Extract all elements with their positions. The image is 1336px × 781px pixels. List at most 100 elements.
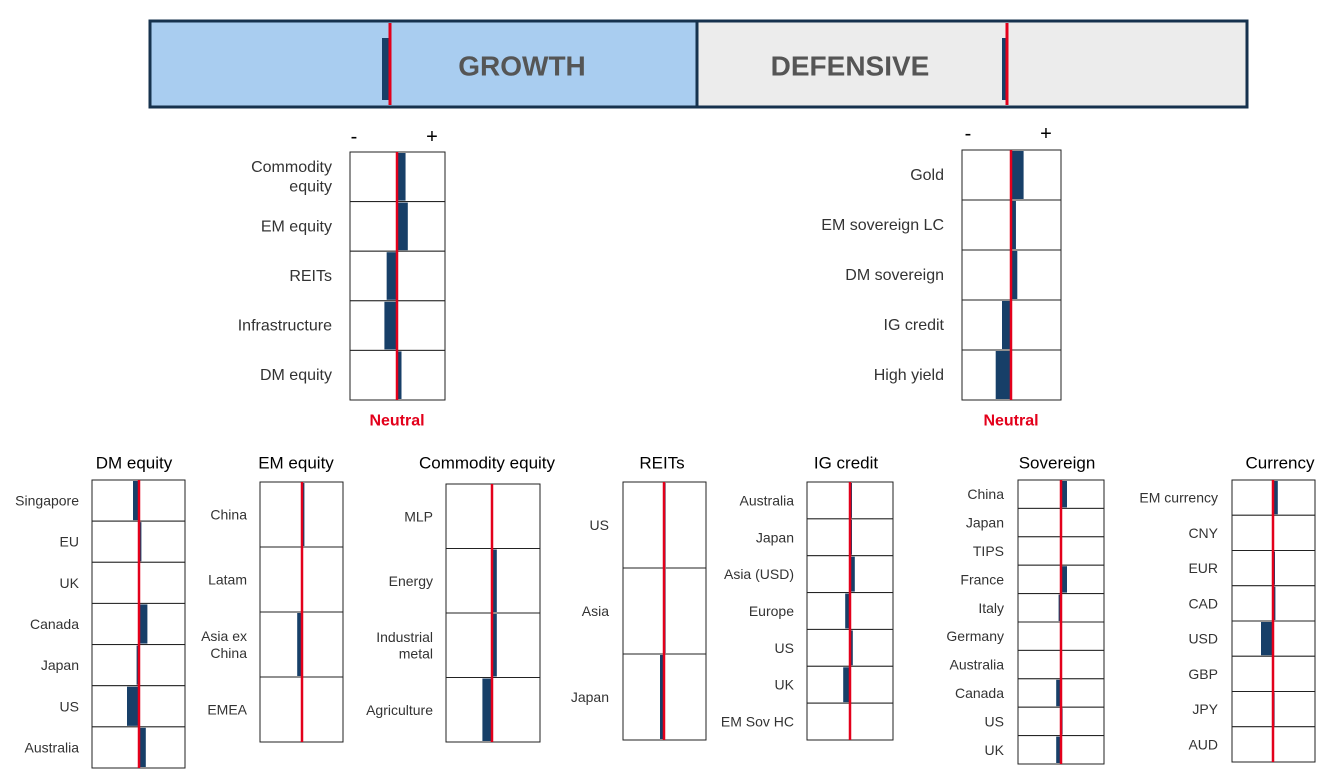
reits-panel-title: REITs bbox=[639, 454, 684, 473]
ig-credit-bar-europe bbox=[845, 593, 850, 629]
regime-defensive-tilt-bar bbox=[1002, 38, 1007, 100]
currency-label-gbp: GBP bbox=[1188, 666, 1218, 682]
ig-credit-bar-us bbox=[850, 630, 853, 666]
commodity-equity-panel-title: Commodity equity bbox=[419, 454, 556, 473]
commodity-equity-bar-energy bbox=[492, 549, 497, 612]
commodity-equity-label-agriculture: Agriculture bbox=[366, 702, 433, 718]
sovereign-bar-france bbox=[1061, 566, 1067, 593]
ig-credit-bar-uk bbox=[843, 667, 850, 703]
defensive-label-gold: Gold bbox=[910, 167, 944, 184]
currency-bar-usd bbox=[1261, 622, 1273, 656]
growth-label-dm-equity: DM equity bbox=[260, 367, 332, 384]
sovereign-bar-canada bbox=[1056, 679, 1061, 707]
em-equity-label-latam: Latam bbox=[208, 572, 247, 588]
sovereign-label-italy: Italy bbox=[978, 600, 1004, 616]
dm-equity-label-canada: Canada bbox=[30, 616, 79, 632]
sovereign-label-china: China bbox=[967, 486, 1004, 502]
em-equity-panel-title: EM equity bbox=[258, 454, 334, 473]
currency-bar-em-currency bbox=[1273, 481, 1278, 515]
regime-growth-tilt-bar bbox=[382, 38, 390, 100]
dm-equity-label-japan: Japan bbox=[41, 657, 79, 673]
ig-credit-label-em-sov-hc: EM Sov HC bbox=[721, 714, 794, 730]
defensive-label-high-yield: High yield bbox=[874, 367, 944, 384]
growth-bar-reits bbox=[386, 252, 397, 300]
ig-credit-label-japan: Japan bbox=[756, 529, 794, 545]
em-equity-label-emea: EMEA bbox=[207, 702, 247, 718]
dm-equity-bar-us bbox=[127, 686, 139, 726]
defensive-plus-marker: + bbox=[1040, 123, 1052, 145]
commodity-equity-label-mlp: MLP bbox=[404, 508, 433, 524]
sovereign-label-us: US bbox=[985, 713, 1004, 729]
currency-label-em-currency: EM currency bbox=[1139, 490, 1218, 506]
currency-label-cad: CAD bbox=[1188, 595, 1218, 611]
sovereign-label-japan: Japan bbox=[966, 515, 1004, 531]
commodity-equity-label-energy: Energy bbox=[389, 573, 433, 589]
growth-label-infrastructure: Infrastructure bbox=[238, 317, 332, 334]
currency-panel-title: Currency bbox=[1246, 454, 1315, 473]
growth-plus-marker: + bbox=[426, 126, 438, 148]
defensive-label-ig-credit: IG credit bbox=[884, 317, 945, 334]
sovereign-bar-uk bbox=[1056, 736, 1061, 763]
sovereign-label-germany: Germany bbox=[946, 628, 1004, 644]
ig-credit-label-us: US bbox=[775, 640, 794, 656]
regime-growth-box bbox=[148, 19, 699, 109]
defensive-bar-high-yield bbox=[995, 351, 1011, 399]
dm-equity-bar-singapore bbox=[133, 481, 139, 521]
ig-credit-label-europe: Europe bbox=[749, 603, 794, 619]
ig-credit-label-uk: UK bbox=[775, 677, 795, 693]
sovereign-label-uk: UK bbox=[985, 742, 1005, 758]
reits-label-japan: Japan bbox=[571, 689, 609, 705]
commodity-equity-label-industrial-metal: Industrial metal bbox=[376, 629, 433, 662]
ig-credit-label-asia-usd: Asia (USD) bbox=[724, 566, 794, 582]
sovereign-bar-china bbox=[1061, 481, 1067, 508]
defensive-bar-gold bbox=[1011, 151, 1024, 199]
growth-label-commodity-equity: Commodity equity bbox=[251, 159, 332, 195]
dm-equity-label-australia: Australia bbox=[25, 739, 80, 755]
sovereign-label-canada: Canada bbox=[955, 685, 1004, 701]
defensive-minus-marker: - bbox=[965, 123, 972, 145]
sovereign-panel-title: Sovereign bbox=[1019, 454, 1096, 473]
currency-label-cny: CNY bbox=[1188, 525, 1218, 541]
defensive-neutral-label: Neutral bbox=[983, 413, 1038, 430]
growth-label-em-equity: EM equity bbox=[261, 218, 332, 235]
sovereign-label-tips: TIPS bbox=[973, 543, 1004, 559]
dm-equity-bar-australia bbox=[139, 727, 146, 767]
defensive-label-em-sovereign-lc: EM sovereign LC bbox=[821, 217, 944, 234]
em-equity-bar-asia-ex-china bbox=[297, 613, 302, 676]
regime-defensive-label: DEFENSIVE bbox=[771, 51, 930, 82]
regime-defensive-box bbox=[695, 19, 1249, 109]
growth-bar-dm-equity bbox=[397, 351, 402, 399]
reits-label-asia: Asia bbox=[582, 603, 609, 619]
sovereign-label-france: France bbox=[960, 571, 1004, 587]
currency-label-jpy: JPY bbox=[1192, 701, 1218, 717]
defensive-bar-dm-sovereign bbox=[1011, 251, 1018, 299]
ig-credit-label-australia: Australia bbox=[740, 492, 795, 508]
defensive-label-dm-sovereign: DM sovereign bbox=[845, 267, 944, 284]
reits-label-us: US bbox=[590, 517, 609, 533]
reits-bar-japan bbox=[660, 655, 664, 739]
ig-credit-bar-asia-usd bbox=[850, 556, 855, 592]
growth-label-reits: REITs bbox=[289, 268, 332, 285]
dm-equity-bar-canada bbox=[139, 604, 148, 644]
growth-bar-commodity-equity bbox=[397, 153, 406, 201]
growth-bar-infrastructure bbox=[384, 301, 397, 350]
em-equity-label-asia-ex-china: Asia ex China bbox=[201, 628, 247, 661]
growth-minus-marker: - bbox=[351, 126, 358, 148]
dm-equity-label-us: US bbox=[60, 698, 79, 714]
regime-growth-label: GROWTH bbox=[458, 51, 586, 82]
em-equity-label-china: China bbox=[210, 507, 247, 523]
dm-equity-label-uk: UK bbox=[60, 575, 80, 591]
sovereign-label-australia: Australia bbox=[950, 657, 1005, 673]
commodity-equity-bar-agriculture bbox=[482, 678, 492, 741]
dm-equity-label-eu: EU bbox=[60, 534, 79, 550]
commodity-equity-bar-industrial-metal bbox=[492, 614, 497, 677]
defensive-bar-em-sovereign-lc bbox=[1011, 201, 1016, 249]
growth-bar-em-equity bbox=[397, 202, 408, 251]
defensive-bar-ig-credit bbox=[1002, 301, 1011, 349]
dm-equity-label-singapore: Singapore bbox=[15, 493, 79, 509]
dm-equity-panel-title: DM equity bbox=[96, 454, 173, 473]
currency-label-aud: AUD bbox=[1188, 736, 1218, 752]
currency-label-eur: EUR bbox=[1188, 560, 1218, 576]
ig-credit-panel-title: IG credit bbox=[814, 454, 879, 473]
